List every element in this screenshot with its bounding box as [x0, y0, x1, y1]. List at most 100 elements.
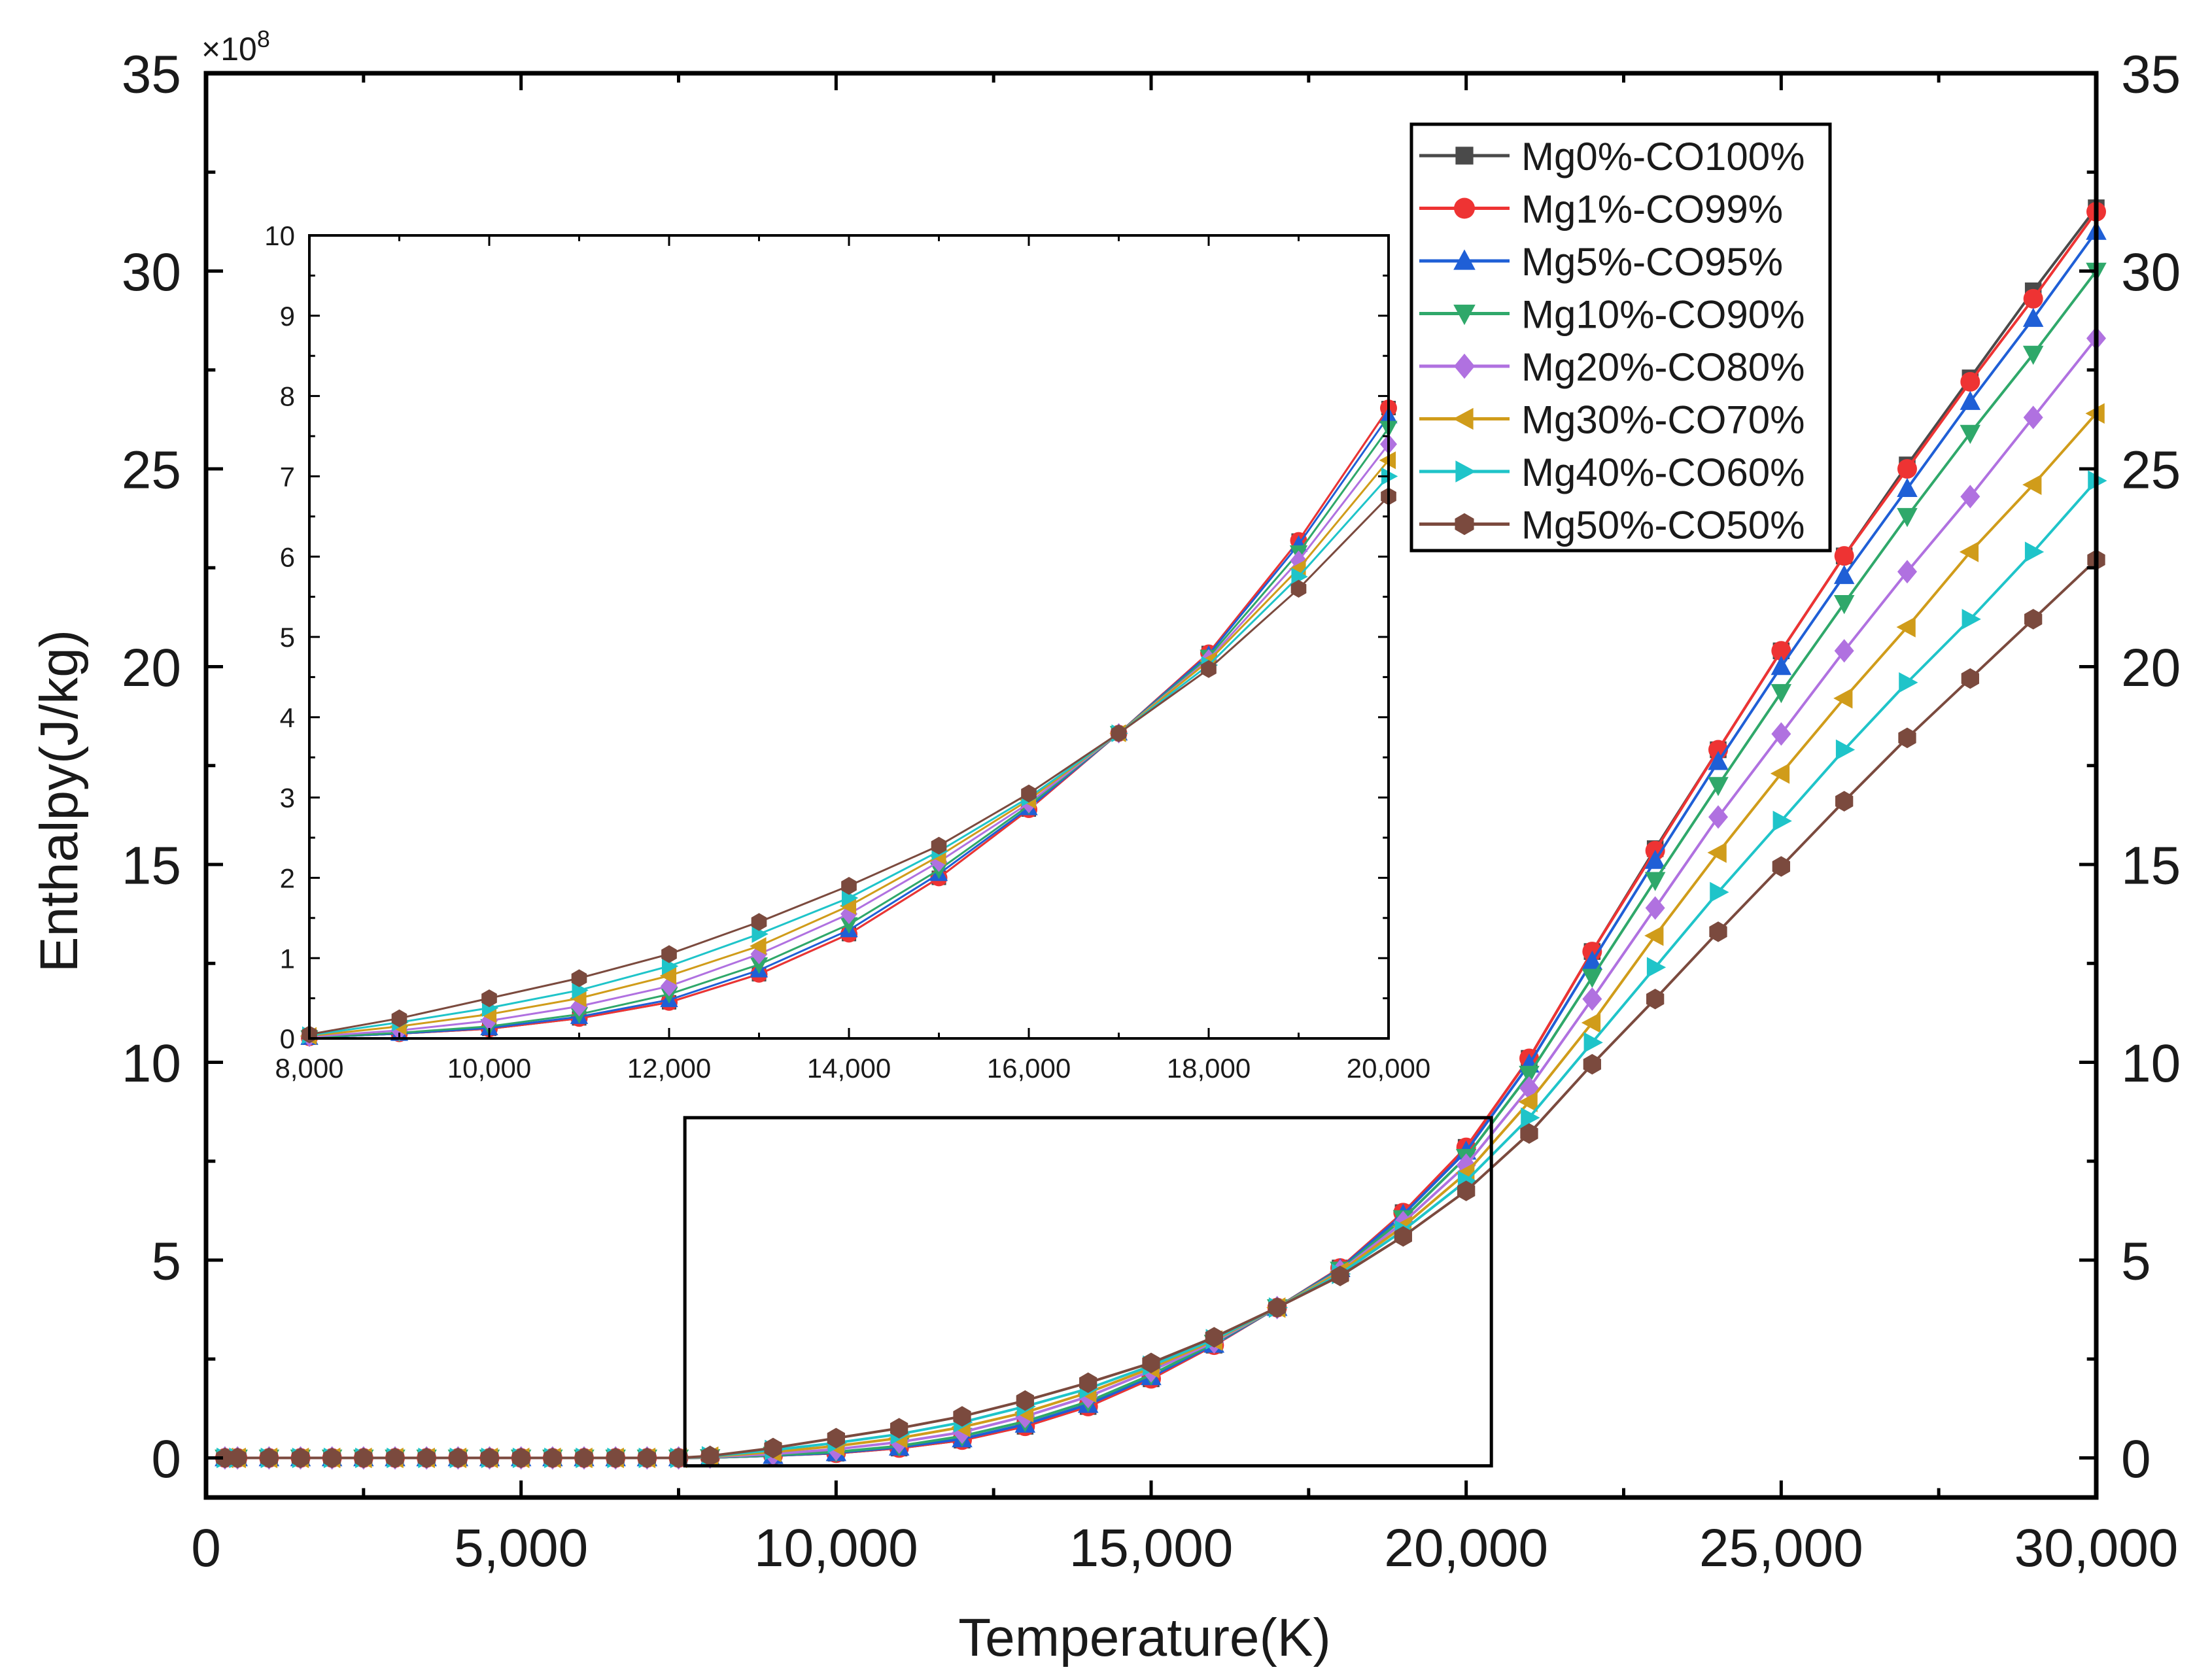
main-marker-mg40-co60	[1835, 739, 1856, 761]
main-marker-mg1-co99	[1960, 371, 1980, 392]
inset-y-tick-label: 1	[280, 943, 295, 974]
main-marker-mg50-co50	[512, 1447, 530, 1469]
main-y-tick-label: 35	[122, 45, 181, 105]
main-right-y-tick-label: 15	[2121, 836, 2181, 896]
main-marker-mg10-co90	[1897, 507, 1918, 528]
main-marker-mg30-co70	[1707, 842, 1727, 863]
inset-marker-mg50-co50	[1201, 660, 1217, 678]
main-marker-mg10-co90	[1960, 424, 1981, 445]
legend-marker-mg0-co100	[1455, 146, 1474, 165]
main-marker-mg30-co70	[1896, 617, 1916, 638]
main-marker-mg10-co90	[1708, 777, 1729, 796]
main-marker-mg40-co60	[1521, 1107, 1540, 1128]
inset-x-tick-label: 10,000	[447, 1053, 531, 1084]
inset-marker-mg50-co50	[931, 836, 947, 855]
main-marker-mg20-co80	[1582, 987, 1602, 1011]
main-marker-mg50-co50	[228, 1447, 247, 1469]
legend-box	[1409, 122, 1832, 553]
main-marker-mg50-co50	[1898, 727, 1916, 749]
legend-marker-mg50-co50	[1455, 513, 1474, 536]
main-y-tick-label: 20	[122, 638, 181, 698]
main-y-tick-label: 10	[122, 1034, 181, 1093]
main-right-y-tick-label: 25	[2121, 441, 2181, 500]
inset-y-tick-label: 7	[280, 462, 295, 492]
main-marker-mg20-co80	[1708, 805, 1728, 829]
main-x-tick-label: 10,000	[754, 1518, 918, 1578]
inset-marker-mg40-co60	[752, 925, 769, 944]
main-marker-mg50-co50	[449, 1447, 467, 1469]
inset-y-tick-label: 6	[280, 541, 295, 572]
main-marker-mg30-co70	[1518, 1091, 1538, 1112]
main-x-tick-label: 20,000	[1384, 1518, 1548, 1578]
main-marker-mg20-co80	[1960, 485, 1980, 509]
inset-marker-mg30-co70	[839, 897, 857, 915]
main-marker-mg30-co70	[1833, 688, 1853, 709]
inset-x-tick-label: 8,000	[275, 1053, 343, 1084]
main-y-tick-label: 30	[122, 243, 181, 302]
inset-marker-mg40-co60	[841, 889, 859, 907]
legend-marker-mg5-co95	[1453, 249, 1476, 270]
inset-marker-mg50-co50	[391, 1009, 407, 1027]
inset-marker-mg50-co50	[661, 945, 677, 963]
main-marker-mg40-co60	[1646, 957, 1667, 978]
main-marker-mg50-co50	[291, 1447, 310, 1469]
legend-label-mg10-co90: Mg10%-CO90%	[1521, 293, 1805, 337]
main-marker-mg40-co60	[1710, 881, 1729, 903]
main-y-tick-label: 0	[151, 1429, 181, 1489]
main-marker-mg30-co70	[1644, 925, 1664, 946]
legend-marker-mg30-co70	[1453, 407, 1474, 430]
main-marker-mg50-co50	[1079, 1372, 1097, 1394]
main-x-tick-label: 15,000	[1069, 1518, 1234, 1578]
main-marker-mg10-co90	[1771, 684, 1792, 704]
legend-marker-mg20-co80	[1454, 353, 1475, 379]
inset-marker-mg50-co50	[571, 969, 587, 987]
main-marker-mg50-co50	[669, 1447, 688, 1469]
legend-label-mg40-co60: Mg40%-CO60%	[1521, 451, 1805, 494]
main-marker-mg50-co50	[1520, 1123, 1538, 1144]
legend-label-mg30-co70: Mg30%-CO70%	[1521, 398, 1805, 442]
main-marker-mg50-co50	[890, 1418, 908, 1439]
main-marker-mg50-co50	[1457, 1180, 1476, 1201]
main-right-y-tick-label: 35	[2121, 45, 2181, 105]
main-marker-mg40-co60	[2024, 541, 2045, 562]
inset-marker-mg50-co50	[751, 913, 767, 931]
inset-y-tick-label: 5	[280, 622, 295, 653]
inset-x-tick-label: 12,000	[627, 1053, 711, 1084]
main-marker-mg50-co50	[1016, 1390, 1034, 1411]
main-marker-mg10-co90	[1833, 594, 1855, 615]
legend-label-mg20-co80: Mg20%-CO80%	[1521, 345, 1805, 389]
inset-y-tick-label: 2	[280, 863, 295, 894]
main-marker-mg50-co50	[953, 1406, 971, 1427]
inset-marker-mg10-co90	[750, 957, 769, 974]
main-marker-mg40-co60	[1961, 609, 1981, 630]
main-marker-mg50-co50	[323, 1447, 341, 1469]
main-marker-mg50-co50	[764, 1437, 782, 1459]
main-marker-mg50-co50	[575, 1447, 593, 1469]
inset-marker-mg40-co60	[1291, 568, 1308, 586]
zoom-region-box	[683, 1116, 1493, 1468]
inset-x-tick-label: 20,000	[1347, 1053, 1430, 1084]
main-marker-mg30-co70	[1770, 763, 1790, 784]
main-marker-mg5-co95	[1581, 950, 1603, 970]
main-marker-mg20-co80	[1645, 896, 1665, 920]
main-marker-mg5-co95	[1897, 477, 1918, 497]
inset-marker-mg50-co50	[1111, 724, 1127, 743]
main-marker-mg1-co99	[1834, 546, 1854, 566]
inset-marker-mg50-co50	[1290, 579, 1307, 598]
main-marker-mg20-co80	[2023, 405, 2043, 430]
main-marker-mg50-co50	[1142, 1352, 1160, 1374]
main-marker-mg10-co90	[1644, 872, 1666, 891]
main-marker-mg30-co70	[2022, 474, 2042, 495]
inset-y-tick-label: 4	[280, 702, 295, 733]
main-marker-mg30-co70	[1959, 541, 1979, 562]
main-marker-mg50-co50	[1394, 1225, 1412, 1247]
main-marker-mg1-co99	[1897, 459, 1917, 479]
main-marker-mg20-co80	[1897, 560, 1917, 584]
main-marker-mg50-co50	[260, 1447, 278, 1469]
main-marker-mg50-co50	[1961, 668, 1979, 689]
main-marker-mg50-co50	[1709, 921, 1727, 942]
inset-x-tick-label: 14,000	[807, 1053, 891, 1084]
main-marker-mg10-co90	[2022, 345, 2044, 366]
